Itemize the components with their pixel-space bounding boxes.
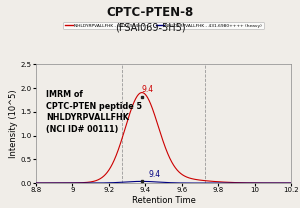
X-axis label: Retention Time: Retention Time (132, 196, 195, 205)
Text: (FSAI069-5H5): (FSAI069-5H5) (115, 23, 185, 33)
Text: 9.4: 9.4 (149, 171, 161, 180)
Text: 9.4: 9.4 (141, 85, 153, 94)
Text: CPTC-PTEN-8: CPTC-PTEN-8 (106, 6, 194, 19)
Text: IMRM of
CPTC-PTEN peptide 5
NHLDYRPVALLFHK
(NCI ID# 00111): IMRM of CPTC-PTEN peptide 5 NHLDYRPVALLF… (46, 90, 142, 134)
Legend: NHLDYRPVALLFHK - 431.6934++++, NHLDYRPVALLFHK - 431.6980++++ (heavy): NHLDYRPVALLFHK - 431.6934++++, NHLDYRPVA… (63, 22, 264, 29)
Y-axis label: Intensity (10^5): Intensity (10^5) (9, 89, 18, 158)
